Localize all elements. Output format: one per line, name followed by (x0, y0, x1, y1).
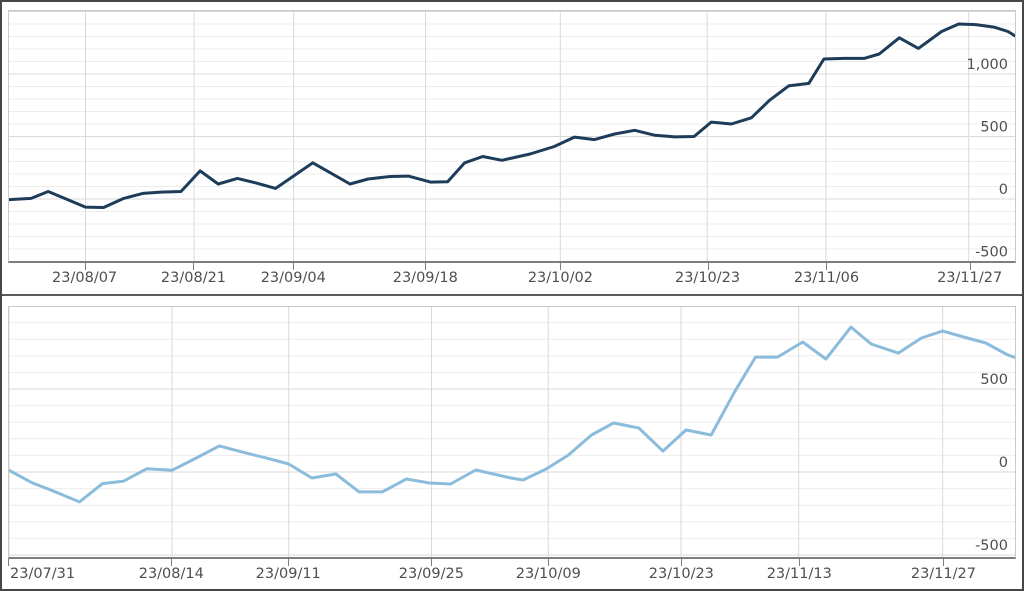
x-tick-mark (293, 263, 295, 270)
x-tick-mark (548, 559, 550, 566)
y-axis-label: 500 (980, 372, 1008, 388)
x-axis-label: 23/11/13 (766, 566, 832, 582)
y-axis-label: 1,000 (966, 57, 1008, 73)
x-axis-label: 23/07/31 (10, 566, 76, 582)
x-tick-mark (431, 559, 433, 566)
upper-series-line (9, 22, 1015, 209)
lower-series-line (9, 325, 1015, 504)
x-tick-mark (969, 263, 971, 270)
x-axis-label: 23/08/07 (52, 270, 118, 286)
x-tick-mark (425, 263, 427, 270)
y-axis-label: 0 (999, 182, 1008, 198)
x-tick-mark (84, 263, 86, 270)
y-axis-label: 500 (980, 120, 1008, 136)
x-axis-label: 23/09/04 (260, 270, 326, 286)
x-tick-mark (193, 263, 195, 270)
lower-chart-canvas[interactable]: 500 0 -500 (9, 307, 1015, 557)
x-axis-label: 23/10/02 (527, 270, 593, 286)
x-axis-label: 23/10/23 (648, 566, 714, 582)
x-tick-mark (288, 559, 290, 566)
y-axis-label: -500 (975, 245, 1008, 261)
x-tick-mark (681, 559, 683, 566)
x-axis-label: 23/08/21 (160, 270, 227, 286)
panel-divider (2, 294, 1022, 296)
x-tick-mark (799, 559, 801, 566)
upper-x-axis: 23/08/07 23/08/21 23/09/04 23/09/18 23/10/02… (8, 263, 1016, 293)
x-axis-label: 23/09/18 (392, 270, 458, 286)
lower-plot-area: 500 0 -500 (8, 306, 1016, 559)
upper-plot-area: 1,000 500 0 -500 (8, 10, 1016, 263)
x-axis-label: 23/10/09 (515, 566, 581, 582)
x-axis-label: 23/08/14 (138, 566, 204, 582)
x-axis-label: 23/11/27 (910, 566, 976, 582)
x-tick-mark (826, 263, 828, 270)
y-axis-label: 0 (999, 455, 1008, 471)
upper-chart-panel: 1,000 500 0 -500 23/08/07 23/08/21 23/09/04 23… (2, 2, 1022, 294)
lower-chart-panel: 500 0 -500 23/07/31 23/08/14 23/09/11 23/09/2… (2, 296, 1022, 589)
upper-chart-canvas[interactable]: 1,000 500 0 -500 (9, 11, 1015, 261)
x-tick-mark (943, 559, 945, 566)
x-tick-mark (8, 559, 9, 566)
x-axis-label: 23/10/23 (674, 270, 741, 286)
x-tick-mark (171, 559, 173, 566)
x-axis-label: 23/09/25 (398, 566, 464, 582)
y-axis-label: -500 (975, 538, 1008, 554)
x-tick-mark (707, 263, 709, 270)
lower-x-axis: 23/07/31 23/08/14 23/09/11 23/09/25 23/10/09… (8, 559, 1016, 589)
x-axis-label: 23/09/11 (255, 566, 321, 582)
x-tick-mark (560, 263, 562, 270)
x-axis-label: 23/11/27 (937, 270, 1003, 286)
x-axis-label: 23/11/06 (793, 270, 860, 286)
